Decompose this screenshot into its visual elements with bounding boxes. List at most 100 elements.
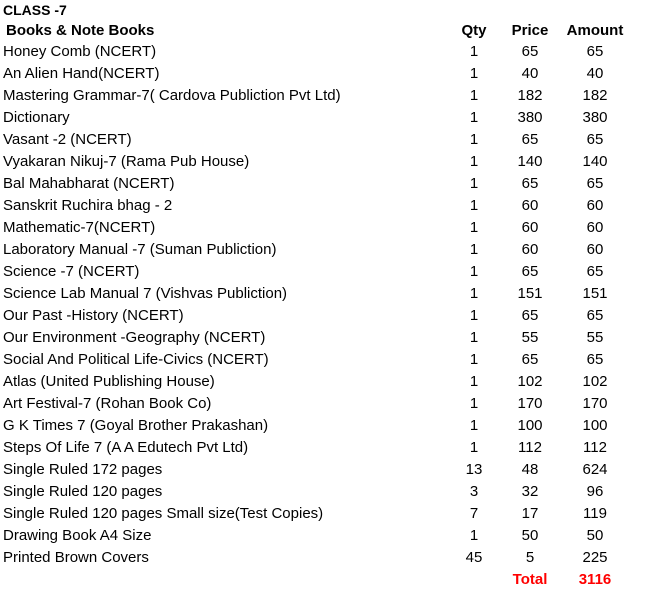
table-row: Vasant -2 (NCERT) 1 65 65 (0, 129, 647, 151)
item-amount: 65 (586, 43, 604, 60)
item-qty: 1 (469, 175, 479, 192)
item-qty: 1 (469, 527, 479, 544)
table-row: Vyakaran Nikuj-7 (Rama Pub House) 1 140 140 (0, 151, 647, 173)
item-amount: 65 (586, 175, 604, 192)
item-amount: 60 (586, 241, 604, 258)
item-name: Science -7 (NCERT) (3, 263, 140, 280)
item-qty: 3 (469, 483, 479, 500)
item-qty: 1 (469, 43, 479, 60)
item-amount: 112 (583, 439, 607, 456)
item-amount: 96 (586, 483, 604, 500)
item-name: Bal Mahabharat (NCERT) (3, 175, 175, 192)
table-row: Steps Of Life 7 (A A Edutech Pvt Ltd) 1 11… (0, 437, 647, 459)
header-qty: Qty (461, 22, 487, 39)
item-qty: 1 (469, 65, 479, 82)
item-amount: 140 (582, 153, 608, 170)
item-price: 40 (521, 65, 539, 82)
total-row: Total 3116 (0, 569, 647, 591)
table-header-row: Books & Note Books Qty Price Amount (0, 20, 647, 42)
table-row: Art Festival-7 (Rohan Book Co) 1 170 170 (0, 393, 647, 415)
item-amount: 55 (586, 329, 604, 346)
item-amount: 65 (586, 263, 604, 280)
item-amount: 65 (586, 351, 604, 368)
item-amount: 170 (582, 395, 608, 412)
table-row: Printed Brown Covers 45 5 225 (0, 547, 647, 569)
table-row: Laboratory Manual -7 (Suman Publiction) 1… (0, 239, 647, 261)
item-price: 55 (521, 329, 539, 346)
item-qty: 1 (469, 197, 479, 214)
item-name: G K Times 7 (Goyal Brother Prakashan) (3, 417, 269, 434)
item-qty: 1 (469, 241, 479, 258)
item-name: Art Festival-7 (Rohan Book Co) (3, 395, 212, 412)
item-price: 182 (517, 87, 543, 104)
item-price: 170 (517, 395, 543, 412)
item-qty: 45 (465, 549, 483, 566)
item-price: 102 (517, 373, 543, 390)
table-row: Our Environment -Geography (NCERT) 1 55 55 (0, 327, 647, 349)
header-amount: Amount (566, 22, 624, 39)
item-name: Social And Political Life-Civics (NCERT) (3, 351, 269, 368)
table-row: Single Ruled 120 pages 3 32 96 (0, 481, 647, 503)
item-name: Vasant -2 (NCERT) (3, 131, 132, 148)
item-name: Atlas (United Publishing House) (3, 373, 215, 390)
item-price: 32 (521, 483, 539, 500)
item-price: 60 (521, 241, 539, 258)
table-row: Mastering Grammar-7( Cardova Publiction … (0, 85, 647, 107)
item-name: Single Ruled 120 pages Small size(Test C… (3, 505, 324, 522)
item-amount: 119 (583, 505, 607, 522)
item-price: 17 (521, 505, 539, 522)
item-amount: 40 (586, 65, 604, 82)
table-row: G K Times 7 (Goyal Brother Prakashan) 1 10… (0, 415, 647, 437)
table-row: An Alien Hand(NCERT) 1 40 40 (0, 63, 647, 85)
class-title: CLASS -7 (3, 2, 67, 18)
item-name: Mathematic-7(NCERT) (3, 219, 156, 236)
item-amount: 225 (582, 549, 608, 566)
item-amount: 60 (586, 197, 604, 214)
item-name: Vyakaran Nikuj-7 (Rama Pub House) (3, 153, 250, 170)
item-price: 48 (521, 461, 539, 478)
item-price: 5 (525, 549, 535, 566)
item-amount: 624 (582, 461, 608, 478)
item-amount: 60 (586, 219, 604, 236)
item-name: Science Lab Manual 7 (Vishvas Publiction… (3, 285, 288, 302)
item-price: 100 (517, 417, 543, 434)
item-amount: 65 (586, 131, 604, 148)
item-price: 65 (521, 175, 539, 192)
item-qty: 1 (469, 351, 479, 368)
item-name: Drawing Book A4 Size (3, 527, 152, 544)
table-row: Bal Mahabharat (NCERT) 1 65 65 (0, 173, 647, 195)
item-qty: 13 (465, 461, 483, 478)
item-amount: 151 (582, 285, 608, 302)
item-amount: 65 (586, 307, 604, 324)
table-row: Honey Comb (NCERT) 1 65 65 (0, 41, 647, 63)
item-amount: 102 (582, 373, 608, 390)
item-name: Single Ruled 120 pages (3, 483, 163, 500)
table-row: Dictionary 1 380 380 (0, 107, 647, 129)
item-price: 65 (521, 263, 539, 280)
item-qty: 1 (469, 307, 479, 324)
table-row: Science -7 (NCERT) 1 65 65 (0, 261, 647, 283)
item-price: 60 (521, 197, 539, 214)
table-row: Sanskrit Ruchira bhag - 2 1 60 60 (0, 195, 647, 217)
item-amount: 380 (582, 109, 608, 126)
item-name: Steps Of Life 7 (A A Edutech Pvt Ltd) (3, 439, 249, 456)
table-row: Our Past -History (NCERT) 1 65 65 (0, 305, 647, 327)
item-price: 65 (521, 43, 539, 60)
item-price: 151 (517, 285, 543, 302)
table-row: Mathematic-7(NCERT) 1 60 60 (0, 217, 647, 239)
total-label: Total (512, 571, 548, 588)
item-name: An Alien Hand(NCERT) (3, 65, 160, 82)
item-name: Printed Brown Covers (3, 549, 149, 566)
item-name: Honey Comb (NCERT) (3, 43, 157, 60)
item-qty: 1 (469, 329, 479, 346)
table-row: Science Lab Manual 7 (Vishvas Publiction… (0, 283, 647, 305)
item-price: 380 (517, 109, 543, 126)
item-qty: 1 (469, 417, 479, 434)
item-name: Our Environment -Geography (NCERT) (3, 329, 266, 346)
total-value: 3116 (578, 571, 612, 588)
item-price: 50 (521, 527, 539, 544)
table-row: Atlas (United Publishing House) 1 102 102 (0, 371, 647, 393)
item-qty: 7 (469, 505, 479, 522)
table-row: Single Ruled 120 pages Small size(Test C… (0, 503, 647, 525)
item-qty: 1 (469, 373, 479, 390)
